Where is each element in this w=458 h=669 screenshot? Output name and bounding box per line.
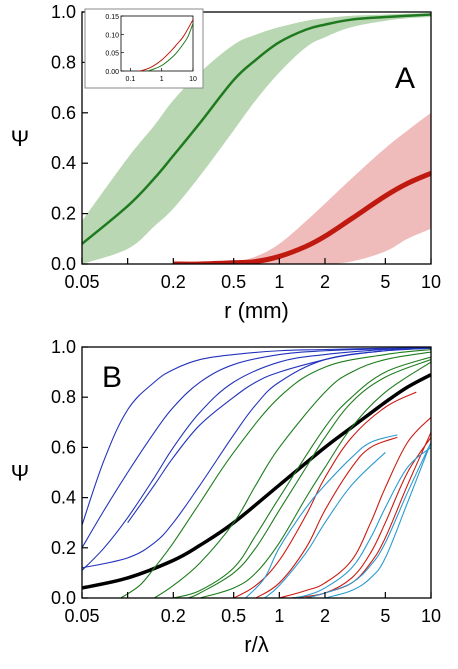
x-tick-label: 5: [380, 272, 390, 292]
series-line: [82, 347, 431, 549]
y-tick-label: 0.4: [51, 488, 76, 508]
series-line: [264, 452, 386, 598]
y-tick-label: 0.0: [51, 254, 76, 274]
y-tick-label: 1.0: [51, 337, 76, 357]
inset-x-tick-label: 1: [160, 76, 164, 83]
x-tick-label: 0.05: [64, 272, 99, 292]
y-tick-label: 0.6: [51, 437, 76, 457]
series-line: [82, 347, 431, 571]
series-line: [187, 359, 431, 598]
y-axis-label: Ψ: [11, 126, 29, 151]
y-tick-label: 0.2: [51, 204, 76, 224]
plot-area: [82, 347, 431, 598]
series-line: [120, 348, 431, 598]
x-tick-label: 0.2: [161, 606, 186, 626]
x-tick-label: 5: [380, 606, 390, 626]
series-line: [279, 416, 431, 598]
x-tick-label: 1: [274, 606, 284, 626]
panel-label: B: [102, 361, 122, 394]
x-tick-label: 2: [320, 272, 330, 292]
y-tick-label: 0.8: [51, 387, 76, 407]
x-tick-label: 0.5: [221, 272, 246, 292]
inset-frame: [120, 15, 194, 72]
x-axis-label: r/λ: [244, 632, 268, 657]
x-tick-label: 10: [421, 606, 441, 626]
y-tick-label: 1.0: [51, 2, 76, 22]
inset-x-tick-label: 10: [189, 76, 197, 83]
inset-y-tick-label: 0.10: [105, 32, 119, 39]
confidence-band: [173, 112, 431, 264]
panel-b: 0.05 0.2 0.5 1 2 5 10 0.0 0.2 0.4 0.6 0.8 1.0 r/λ Ψ B: [11, 337, 441, 657]
inset-series-line: [139, 19, 194, 72]
inset-y-tick-label: 0.05: [105, 51, 119, 58]
plot-frame: [81, 346, 432, 599]
confidence-band: [82, 13, 431, 264]
plot-area: [82, 13, 431, 264]
series-line: [82, 373, 431, 590]
panel-a: 0.05 0.2 0.5 1 2 5 10 0.0 0.2 0.4 0.6 0.8 1.0 r (mm) Ψ…: [11, 2, 441, 323]
series-line: [173, 170, 431, 264]
x-axis-label: r (mm): [224, 298, 289, 323]
y-tick-label: 0.0: [51, 588, 76, 608]
x-tick-label: 2: [320, 606, 330, 626]
inset-y-tick-label: 0.00: [105, 69, 119, 76]
series-line: [291, 446, 431, 598]
series-line: [127, 347, 431, 524]
x-tick-label: 1: [274, 272, 284, 292]
y-tick-label: 0.4: [51, 153, 76, 173]
x-tick-label: 0.05: [64, 606, 99, 626]
series-line: [82, 13, 431, 245]
series-line: [82, 347, 431, 526]
series-line: [173, 356, 431, 598]
series-line: [154, 351, 431, 598]
series-line: [305, 442, 431, 598]
y-tick-label: 0.2: [51, 538, 76, 558]
panel-label: A: [395, 62, 415, 95]
series-line: [245, 434, 398, 598]
x-tick-label: 0.2: [161, 272, 186, 292]
inset-x-tick-label: 0.1: [126, 76, 136, 83]
plot-frame: [81, 11, 432, 265]
x-tick-label: 10: [421, 272, 441, 292]
y-axis-label: Ψ: [11, 461, 29, 486]
series-line: [305, 432, 431, 598]
x-tick-label: 0.5: [221, 606, 246, 626]
y-tick-label: 0.6: [51, 103, 76, 123]
series-line: [324, 442, 431, 598]
inset: 0.00 0.05 0.10 0.15 0.1 1 10: [84, 8, 204, 89]
series-line: [255, 436, 398, 598]
series-line: [199, 361, 431, 598]
y-tick-label: 0.8: [51, 52, 76, 72]
inset-background: [84, 8, 204, 89]
inset-y-tick-label: 0.15: [105, 14, 119, 21]
inset-series-line: [147, 23, 194, 72]
